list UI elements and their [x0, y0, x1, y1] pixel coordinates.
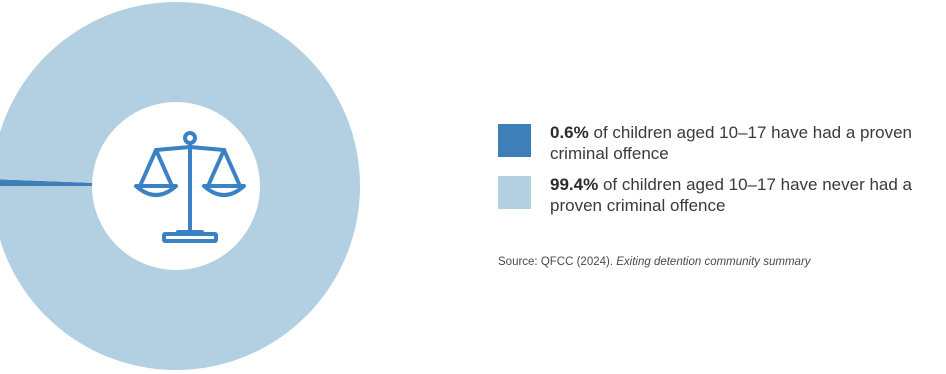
donut-svg	[0, 2, 360, 370]
legend-text: 0.6% of children aged 10–17 have had a p…	[550, 122, 944, 164]
source-title: Exiting detention community summary	[616, 256, 811, 268]
legend-text: 99.4% of children aged 10–17 have never …	[550, 174, 944, 216]
legend-item-no-offence: 99.4% of children aged 10–17 have never …	[498, 174, 944, 216]
legend-label: of children aged 10–17 have never had a …	[550, 175, 913, 215]
scales-of-justice-icon	[134, 131, 246, 243]
source-prefix: Source: QFCC (2024).	[498, 256, 617, 268]
legend-label: of children aged 10–17 have had a proven…	[550, 123, 913, 163]
legend-value: 99.4%	[550, 175, 599, 194]
donut-chart	[0, 0, 360, 374]
legend-value: 0.6%	[550, 123, 589, 142]
source-note: Source: QFCC (2024). Exiting detention c…	[498, 256, 811, 268]
legend-item-proven-offence: 0.6% of children aged 10–17 have had a p…	[498, 122, 944, 164]
legend: 0.6% of children aged 10–17 have had a p…	[498, 122, 944, 226]
legend-swatch	[498, 124, 531, 157]
legend-swatch	[498, 176, 531, 209]
